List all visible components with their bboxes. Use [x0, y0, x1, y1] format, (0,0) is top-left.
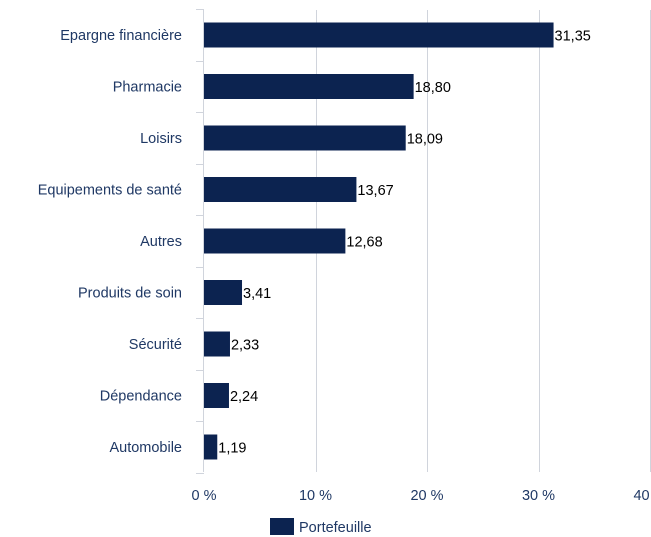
bar — [204, 228, 346, 254]
category-label: Automobile — [109, 440, 182, 456]
bar — [204, 22, 554, 48]
category-label: Pharmacie — [113, 80, 182, 96]
x-tick-label: 30 % — [522, 488, 555, 504]
category-label: Produits de soin — [78, 286, 182, 302]
bar — [204, 177, 357, 202]
category-label: Autres — [140, 234, 182, 250]
legend-label: Portefeuille — [299, 520, 372, 536]
data-label: 2,24 — [230, 389, 258, 405]
bar — [204, 280, 243, 305]
x-tick-label: 10 % — [299, 488, 332, 504]
bar — [204, 331, 230, 357]
category-label: Epargne financière — [60, 28, 182, 44]
legend-swatch — [270, 518, 294, 535]
x-tick-label: 0 % — [192, 488, 217, 504]
category-label: Equipements de santé — [38, 183, 182, 199]
category-label: Dépendance — [100, 389, 182, 405]
x-tick-label: 40 % — [633, 488, 651, 504]
data-label: 31,35 — [555, 29, 591, 45]
data-label: 13,67 — [357, 183, 393, 199]
data-label: 1,19 — [218, 441, 246, 457]
data-label: 3,41 — [243, 286, 271, 302]
bar — [204, 434, 218, 460]
x-tick-label: 20 % — [410, 488, 443, 504]
axis-layer — [196, 9, 204, 474]
category-label: Loisirs — [140, 131, 182, 147]
label-layer: 0 % 10 % 20 % 30 % 40 % 31,35 Epargne financiè… — [38, 28, 651, 504]
category-label: Sécurité — [129, 337, 182, 353]
bar-layer — [204, 22, 554, 460]
bar — [204, 74, 414, 99]
data-label: 2,33 — [231, 338, 259, 354]
data-label: 12,68 — [346, 235, 382, 251]
data-label: 18,80 — [415, 80, 451, 96]
legend: Portefeuille — [270, 518, 372, 536]
bar — [204, 125, 406, 151]
data-label: 18,09 — [407, 132, 443, 148]
bar — [204, 383, 229, 408]
